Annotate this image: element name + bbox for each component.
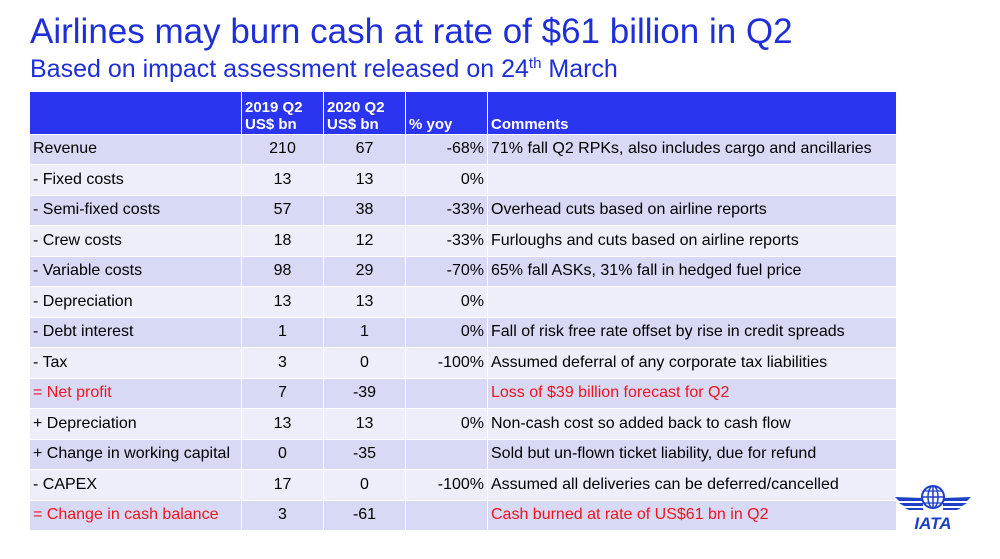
subtitle-text: Based on impact assessment released on 2… [30,55,529,83]
header-item [29,92,242,135]
header-comments: Comments [487,92,897,135]
table-header-row: 2019 Q2 US$ bn 2020 Q2 US$ bn % yoy Commen… [29,92,897,135]
row-value-2020-q2: 13 [323,408,406,440]
row-comment: Loss of $39 billion forecast for Q2 [487,378,897,409]
row-value-2019-q2: 13 [241,286,324,318]
row-item-label: = Net profit [29,378,242,409]
row-value-2020-q2: -61 [323,500,406,531]
row-item-label: - Depreciation [29,286,242,318]
row-value-2020-q2: 13 [323,286,406,318]
row-item-label: + Change in working capital [29,439,242,470]
table-row: = Net profit 7 -39 Loss of $39 billion fore… [29,378,897,409]
row-value-yoy: 0% [405,317,488,348]
row-comment [487,286,897,318]
row-value-2019-q2: 210 [241,134,324,165]
table-row: - Crew costs 18 12 -33% Furloughs and cuts b… [29,225,897,257]
row-item-label: - CAPEX [29,469,242,501]
table-body: Revenue 210 67 -68% 71% fall Q2 RPKs, also i… [29,134,897,531]
row-value-2019-q2: 17 [241,469,324,501]
row-value-yoy [405,439,488,470]
row-value-yoy [405,500,488,531]
row-value-2020-q2: 67 [323,134,406,165]
iata-logo: IATA [895,485,971,533]
row-value-2019-q2: 7 [241,378,324,409]
row-value-yoy: 0% [405,286,488,318]
header-2019-q2: 2019 Q2 US$ bn [241,92,324,135]
row-comment: Assumed deferral of any corporate tax li… [487,347,897,379]
row-item-label: - Tax [29,347,242,379]
table-row: - CAPEX 17 0 -100% Assumed all deliveries ca… [29,469,897,501]
row-value-2019-q2: 98 [241,256,324,287]
row-value-yoy: -33% [405,195,488,226]
row-comment: 71% fall Q2 RPKs, also includes cargo an… [487,134,897,165]
iata-logo-text: IATA [914,514,951,533]
table-row: + Change in working capital 0 -35 Sold but … [29,439,897,470]
iata-globe-wings-icon [895,485,971,510]
row-value-2019-q2: 1 [241,317,324,348]
row-comment: Assumed all deliveries can be deferred/c… [487,469,897,501]
row-value-2019-q2: 13 [241,408,324,440]
cash-burn-table: 2019 Q2 US$ bn 2020 Q2 US$ bn % yoy Commen… [29,92,897,531]
row-item-label: = Change in cash balance [29,500,242,531]
table-row: + Depreciation 13 13 0% Non-cash cost so add… [29,408,897,440]
row-item-label: - Debt interest [29,317,242,348]
row-value-2019-q2: 18 [241,225,324,257]
row-item-label: + Depreciation [29,408,242,440]
subtitle-rest: March [541,55,618,83]
row-comment: Non-cash cost so added back to cash flow [487,408,897,440]
row-comment: Overhead cuts based on airline reports [487,195,897,226]
table-row: - Variable costs 98 29 -70% 65% fall ASKs, 3… [29,256,897,287]
row-value-yoy: -33% [405,225,488,257]
row-value-yoy: 0% [405,164,488,196]
row-value-2020-q2: 13 [323,164,406,196]
row-value-2019-q2: 13 [241,164,324,196]
row-item-label: - Fixed costs [29,164,242,196]
row-value-2020-q2: -39 [323,378,406,409]
row-value-2020-q2: 38 [323,195,406,226]
row-value-2020-q2: -35 [323,439,406,470]
table-row: - Semi-fixed costs 57 38 -33% Overhead cuts … [29,195,897,226]
row-value-yoy: 0% [405,408,488,440]
row-value-2019-q2: 3 [241,347,324,379]
row-value-2020-q2: 1 [323,317,406,348]
row-item-label: - Semi-fixed costs [29,195,242,226]
row-comment: Fall of risk free rate offset by rise in… [487,317,897,348]
row-value-yoy: -68% [405,134,488,165]
row-item-label: - Crew costs [29,225,242,257]
row-value-yoy: -100% [405,469,488,501]
row-value-yoy: -100% [405,347,488,379]
row-comment: Furloughs and cuts based on airline repo… [487,225,897,257]
row-value-2020-q2: 0 [323,347,406,379]
row-value-yoy: -70% [405,256,488,287]
header-2020-q2: 2020 Q2 US$ bn [323,92,406,135]
slide-title: Airlines may burn cash at rate of $61 bi… [30,12,793,51]
slide-subtitle: Based on impact assessment released on 2… [30,55,618,84]
row-item-label: Revenue [29,134,242,165]
row-comment [487,164,897,196]
row-value-2019-q2: 3 [241,500,324,531]
table-row: Revenue 210 67 -68% 71% fall Q2 RPKs, also i… [29,134,897,165]
row-item-label: - Variable costs [29,256,242,287]
row-value-2019-q2: 0 [241,439,324,470]
row-comment: 65% fall ASKs, 31% fall in hedged fuel p… [487,256,897,287]
table-row: - Tax 3 0 -100% Assumed deferral of any corp… [29,347,897,379]
table-row: - Fixed costs 13 13 0% [29,164,897,196]
header-yoy: % yoy [405,92,488,135]
row-value-2020-q2: 12 [323,225,406,257]
row-value-2020-q2: 29 [323,256,406,287]
row-value-yoy [405,378,488,409]
table-row: = Change in cash balance 3 -61 Cash burned … [29,500,897,531]
row-comment: Cash burned at rate of US$61 bn in Q2 [487,500,897,531]
row-value-2019-q2: 57 [241,195,324,226]
row-comment: Sold but un-flown ticket liability, due … [487,439,897,470]
table-row: - Debt interest 1 1 0% Fall of risk free rat… [29,317,897,348]
row-value-2020-q2: 0 [323,469,406,501]
subtitle-superscript: th [528,55,542,72]
table-row: - Depreciation 13 13 0% [29,286,897,318]
